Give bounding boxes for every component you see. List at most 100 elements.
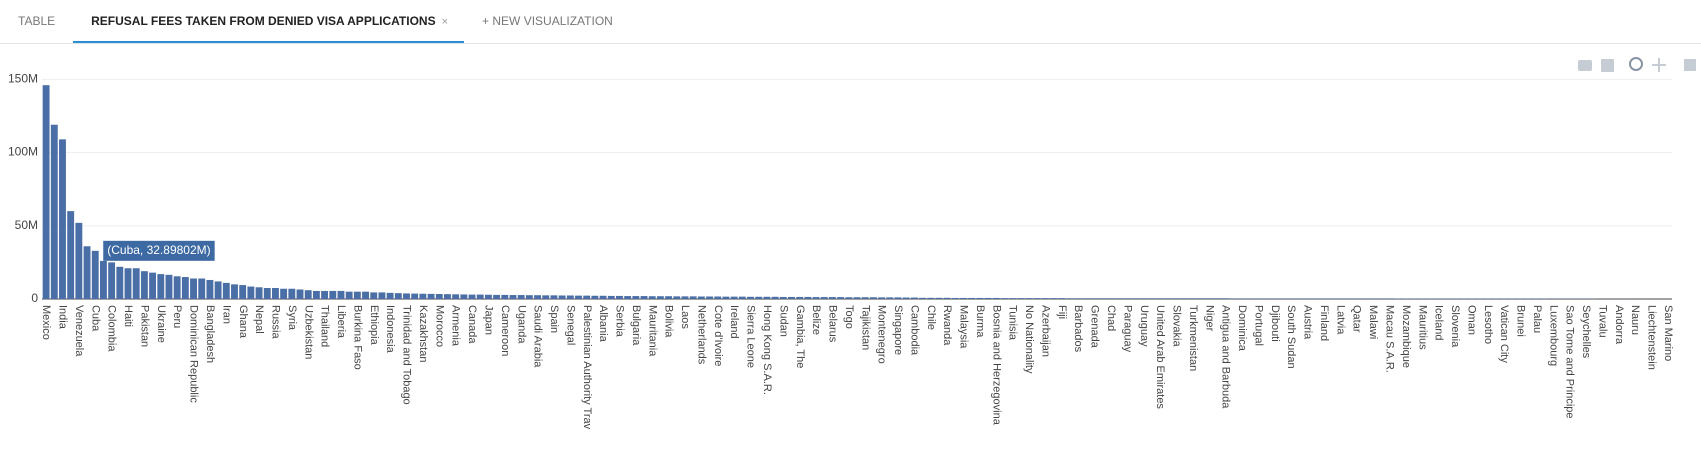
tooltip-box — [103, 240, 215, 261]
bar — [452, 294, 460, 299]
x-tick-label: Morocco — [433, 305, 445, 347]
x-tick-label: Ethiopia — [368, 305, 380, 346]
bar — [558, 295, 566, 299]
x-tick-label: Malaysia — [958, 305, 970, 349]
bar — [476, 294, 484, 299]
bar — [984, 297, 992, 299]
bar — [222, 282, 230, 299]
bar — [214, 281, 222, 299]
bar — [362, 291, 369, 299]
bar — [976, 297, 984, 299]
expand-icon[interactable] — [1684, 59, 1696, 71]
x-tick-label: Slovakia — [1171, 305, 1183, 347]
bar — [673, 296, 681, 299]
bar — [747, 296, 754, 299]
chart: 0 50M 100M 150M Mexico India Venezuela Cuba Colo… — [8, 57, 1696, 430]
tab[interactable]: TABLE — [18, 14, 56, 28]
bar — [771, 296, 779, 299]
bar — [1009, 298, 1017, 299]
x-tick-label: Iran — [220, 305, 232, 324]
bar — [509, 295, 517, 299]
x-tick-label: Tunisia — [1007, 305, 1019, 341]
bar — [255, 287, 263, 299]
save-icon[interactable] — [1601, 59, 1614, 72]
bar — [1181, 298, 1189, 299]
bar — [730, 296, 738, 299]
bar — [828, 297, 836, 299]
bar — [517, 295, 525, 299]
bar — [288, 288, 296, 299]
x-tick-label: Finland — [1318, 305, 1330, 341]
tab[interactable]: + NEW VISUALIZATION — [482, 14, 613, 28]
x-tick-label: Albania — [597, 305, 609, 343]
bar — [1213, 298, 1221, 299]
bar — [878, 297, 886, 299]
bar — [927, 297, 935, 299]
bar — [444, 294, 451, 299]
tab-bar: TABLE REFUSAL FEES TAKEN FROM DENIED VIS… — [0, 0, 1701, 44]
y-tick-label: 100M — [8, 145, 38, 159]
x-tick-label: Oman — [1465, 305, 1477, 335]
bar — [763, 296, 771, 299]
bar — [501, 294, 509, 299]
bar — [837, 297, 845, 299]
bar — [812, 297, 820, 299]
x-tick-label: Portugal — [1252, 305, 1264, 346]
bar — [550, 295, 558, 299]
bar — [575, 295, 582, 299]
x-tick-label: Iceland — [1433, 305, 1445, 340]
x-tick-label: Djibouti — [1269, 305, 1281, 342]
x-tick-label: Senegal — [564, 305, 576, 345]
zoom-icon[interactable] — [1629, 57, 1643, 71]
x-tick-label: Kazakhstan — [417, 305, 429, 362]
bar — [591, 295, 599, 299]
bar — [1091, 298, 1098, 299]
bar — [190, 278, 197, 299]
bar — [1385, 298, 1393, 299]
bar — [386, 292, 394, 299]
bar — [853, 297, 861, 299]
tab-active[interactable]: REFUSAL FEES TAKEN FROM DENIED VISA APPL… — [73, 0, 465, 43]
bar — [173, 276, 181, 299]
x-tick-label: Azerbaijan — [1039, 305, 1051, 357]
bar — [1115, 298, 1123, 299]
bar — [706, 296, 714, 299]
bar — [329, 290, 337, 299]
bar — [820, 297, 828, 299]
x-tick-label: Turkmenistan — [1187, 305, 1199, 371]
x-tick-label: Chad — [1105, 305, 1117, 331]
bar — [1304, 298, 1311, 299]
bar — [1164, 298, 1172, 299]
bar — [198, 278, 206, 299]
bar — [1099, 298, 1107, 299]
x-tick-label: Indonesia — [384, 305, 396, 354]
x-tick-label: Rwanda — [941, 305, 953, 346]
x-tick-label: Tajikistan — [859, 305, 871, 350]
bar — [1197, 298, 1205, 299]
x-tick-label: Cuba — [89, 305, 101, 332]
bar — [247, 286, 255, 299]
x-tick-label: Burkina Faso — [351, 305, 363, 370]
tooltip-text: (Cuba, 32.89802M) — [107, 243, 210, 257]
bar — [951, 297, 959, 299]
bar — [484, 294, 492, 299]
x-tick-label: Ghana — [237, 305, 249, 339]
bar — [722, 296, 730, 299]
bar — [427, 293, 435, 299]
pan-icon[interactable] — [1652, 58, 1666, 72]
bar — [665, 296, 673, 299]
x-tick-label: Trinidad and Tobago — [401, 305, 413, 405]
bar — [370, 292, 378, 299]
bar — [886, 297, 894, 299]
bar — [140, 271, 148, 299]
x-tick-label: Niger — [1203, 305, 1215, 332]
camera-icon[interactable] — [1578, 60, 1592, 71]
bar — [1058, 298, 1066, 299]
bar — [304, 290, 312, 299]
x-tick-label: Montenegro — [876, 305, 888, 364]
tab-close[interactable]: × — [441, 16, 449, 28]
bar — [1263, 298, 1270, 299]
bar — [493, 294, 501, 299]
bar — [411, 293, 419, 299]
